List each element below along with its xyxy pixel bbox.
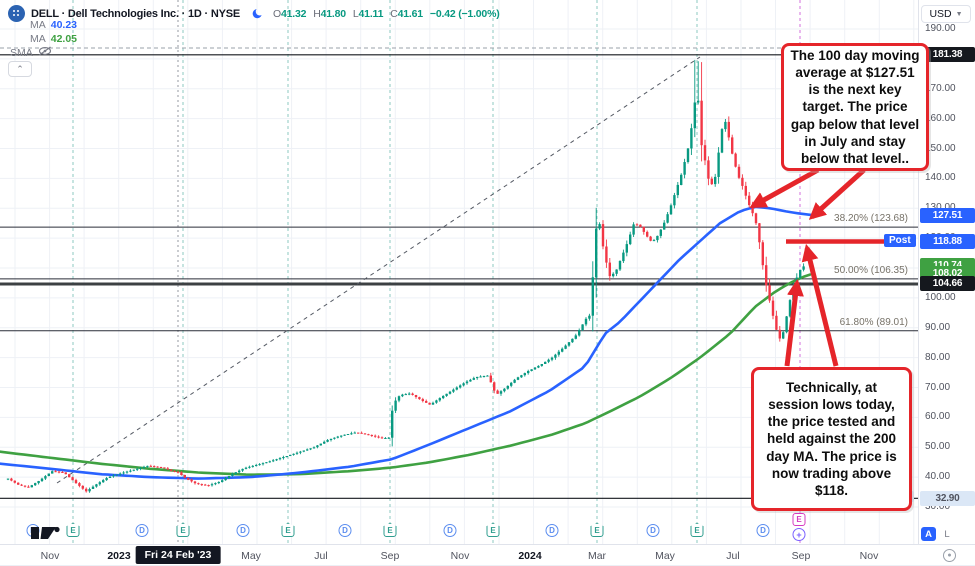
axis-settings-icon[interactable]: ●	[943, 549, 956, 562]
crosshair-date-badge: Fri 24 Feb '23	[135, 546, 221, 564]
annotation-arrows[interactable]	[749, 167, 916, 367]
auto-scale-button[interactable]: A	[921, 527, 936, 541]
event-vertical-lines	[72, 0, 801, 544]
legend-sma-hidden[interactable]: SMA	[10, 46, 52, 59]
price-badge-32.90: 32.90	[920, 490, 975, 506]
price-tick: 40.00	[925, 471, 951, 483]
dividend-marker[interactable]: D	[646, 524, 660, 537]
price-tick: 70.00	[925, 381, 951, 393]
earnings-marker[interactable]: E	[486, 523, 500, 537]
price-tick: 130.00	[925, 202, 956, 213]
chart-canvas[interactable]	[0, 0, 918, 544]
eye-off-icon[interactable]	[38, 46, 52, 59]
fib-level-label: 38.20% (123.68)	[834, 213, 908, 225]
upcoming-earnings-icon[interactable]: E	[792, 513, 806, 526]
candlestick-series	[6, 59, 805, 493]
time-label-May: May	[241, 550, 261, 562]
time-label-Nov: Nov	[40, 550, 60, 562]
time-label-May: May	[655, 550, 675, 562]
time-label-2023: 2023	[107, 550, 131, 562]
time-label-Jul: Jul	[314, 550, 328, 562]
tradingview-logo[interactable]	[30, 524, 70, 547]
ma200-value: 42.05	[50, 33, 78, 45]
symbol-logo[interactable]	[8, 5, 25, 22]
chevron-down-icon: ▼	[955, 10, 963, 18]
dividend-marker[interactable]: D	[338, 524, 352, 537]
time-label-Nov: Nov	[450, 550, 470, 562]
time-label-Sep: Sep	[380, 550, 400, 562]
symbol-title[interactable]: DELL · Dell Technologies Inc. · 1D · NYS…	[31, 7, 240, 20]
change-value: −0.42 (−1.00%)	[429, 7, 500, 20]
ma100-value: 40.23	[50, 19, 78, 31]
grid-lines	[0, 0, 918, 544]
time-label-Sep: Sep	[791, 550, 811, 562]
price-badge-104.66: 104.66	[920, 276, 975, 292]
earnings-marker[interactable]: E	[690, 523, 704, 537]
price-tick: 190.00	[925, 23, 956, 34]
annotation-box-bottom[interactable]: Technically, at session lows today, the …	[751, 367, 912, 511]
fib-level-label: 61.80% (89.01)	[839, 316, 908, 328]
price-tick: 50.00	[925, 441, 951, 453]
price-tick: 90.00	[925, 321, 951, 333]
price-tick: 60.00	[925, 411, 951, 423]
add-event-icon[interactable]: +	[792, 528, 806, 541]
dashed-trendline[interactable]	[56, 56, 701, 484]
price-badge-181.38: 181.38	[920, 47, 975, 63]
price-badge-127.51: 127.51	[920, 208, 975, 224]
post-market-tag: Post	[884, 234, 916, 248]
dividend-marker[interactable]: D	[545, 524, 559, 537]
annotation-box-top[interactable]: The 100 day moving average at $127.51 is…	[781, 43, 929, 171]
dividend-marker[interactable]: D	[443, 524, 457, 537]
dividend-marker[interactable]: D	[756, 524, 770, 537]
earnings-marker[interactable]: E	[383, 523, 397, 537]
time-axis[interactable]: Nov 2023 Fri 24 Feb '23 May Jul Sep Nov 2024 Mar…	[0, 544, 975, 566]
time-label-Mar: Mar	[587, 550, 607, 562]
legend-ma100[interactable]: MA 40.23	[30, 19, 78, 31]
earnings-marker[interactable]: E	[590, 523, 604, 537]
price-tick: 100.00	[925, 291, 956, 303]
price-tick: 30.00	[925, 501, 951, 512]
dividend-marker[interactable]: D	[236, 524, 250, 537]
ma100-line[interactable]	[0, 205, 818, 480]
chart-header: DELL · Dell Technologies Inc. · 1D · NYS…	[8, 5, 500, 22]
time-label-2024: 2024	[518, 550, 542, 562]
legend-ma200[interactable]: MA 42.05	[30, 33, 78, 45]
currency-dropdown[interactable]: USD ▼	[921, 5, 971, 23]
fib-level-label: 50.00% (106.35)	[834, 264, 908, 276]
price-tick: 80.00	[925, 351, 951, 363]
price-tick: 150.00	[925, 142, 956, 154]
price-tick: 170.00	[925, 82, 956, 94]
ohlc-values: O41.32 H41.80 L41.11 C41.61 −0.42 (−1.00…	[272, 7, 500, 20]
price-tick: 140.00	[925, 172, 956, 184]
legend-collapse-button[interactable]: ⌃	[8, 61, 32, 77]
ma200-line[interactable]	[0, 273, 812, 477]
earnings-marker[interactable]: E	[176, 523, 190, 537]
log-scale-button[interactable]: L	[944, 528, 950, 540]
post-market-moon-icon	[252, 8, 263, 19]
time-label-Nov: Nov	[859, 550, 879, 562]
price-tick: 160.00	[925, 112, 956, 124]
dividend-marker[interactable]: D	[135, 524, 149, 537]
time-label-Jul: Jul	[726, 550, 740, 562]
earnings-marker[interactable]: E	[281, 523, 295, 537]
earnings-marker[interactable]: E	[66, 523, 80, 537]
price-badge-118.88: 118.88	[920, 233, 975, 249]
